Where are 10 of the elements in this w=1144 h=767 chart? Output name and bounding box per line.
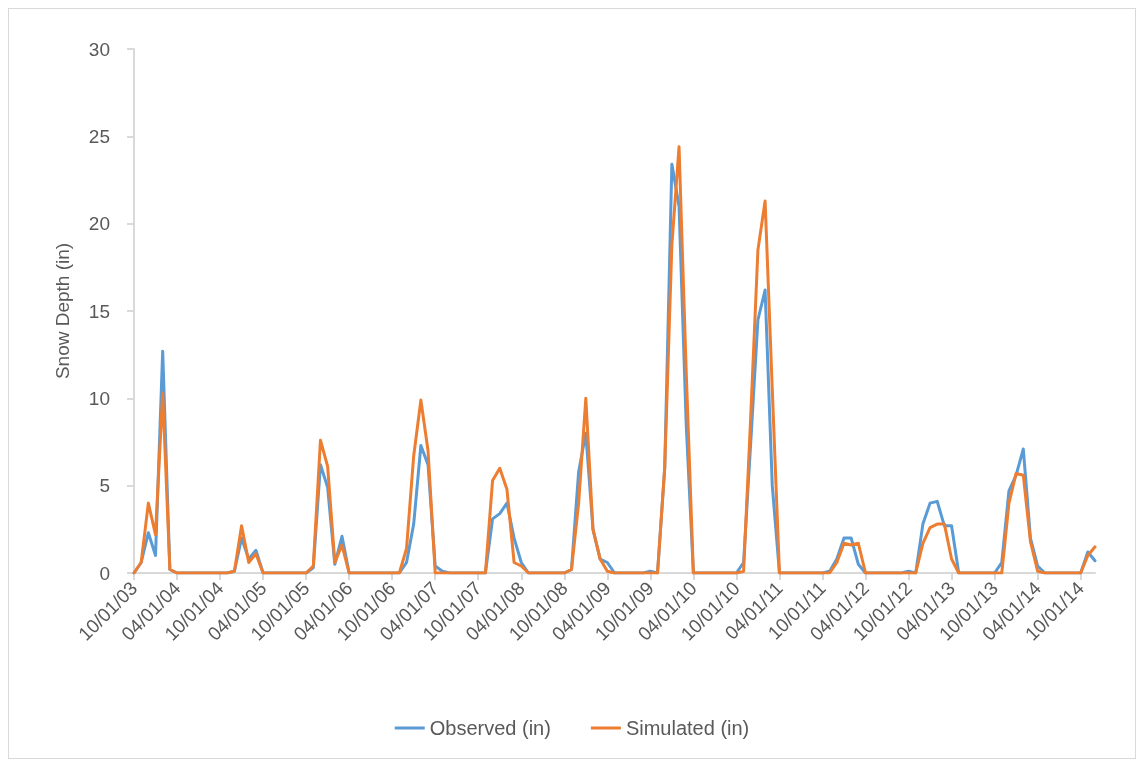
y-tick-label: 25 xyxy=(88,125,110,147)
legend-label: Observed (in) xyxy=(429,717,551,739)
legend-label: Simulated (in) xyxy=(625,717,750,739)
y-tick-label: 10 xyxy=(88,387,110,409)
y-tick-label: 0 xyxy=(99,562,110,584)
y-tick-label: 20 xyxy=(88,213,110,235)
y-tick-label: 5 xyxy=(99,475,110,497)
y-tick-label: 30 xyxy=(88,38,110,60)
y-tick-label: 15 xyxy=(88,300,110,322)
y-axis-title: Snow Depth (in) xyxy=(52,242,73,380)
